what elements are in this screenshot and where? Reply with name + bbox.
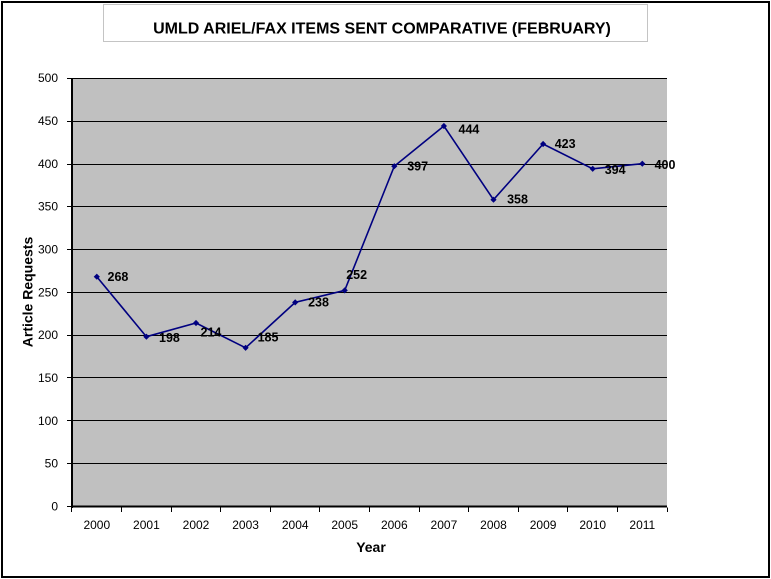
svg-text:198: 198 [159,331,180,345]
svg-text:400: 400 [655,158,676,172]
svg-text:UMLD ARIEL/FAX ITEMS SENT COMP: UMLD ARIEL/FAX ITEMS SENT COMPARATIVE (F… [153,21,611,38]
svg-text:2003: 2003 [232,518,259,532]
svg-text:2008: 2008 [480,518,507,532]
svg-text:238: 238 [308,296,329,310]
svg-text:2010: 2010 [579,518,606,532]
svg-text:2009: 2009 [530,518,557,532]
svg-text:397: 397 [407,160,428,174]
svg-text:50: 50 [45,457,59,471]
svg-text:2001: 2001 [133,518,160,532]
svg-text:214: 214 [201,326,222,340]
svg-text:300: 300 [38,243,58,257]
svg-text:2006: 2006 [381,518,408,532]
svg-text:150: 150 [38,371,58,385]
svg-text:268: 268 [108,270,129,284]
svg-text:0: 0 [51,500,58,514]
svg-text:2000: 2000 [83,518,110,532]
svg-text:350: 350 [38,200,58,214]
svg-text:185: 185 [258,330,279,344]
svg-text:2011: 2011 [629,518,655,532]
svg-text:2002: 2002 [183,518,210,532]
svg-text:423: 423 [555,137,576,151]
svg-text:2007: 2007 [431,518,458,532]
svg-text:2005: 2005 [331,518,358,532]
svg-text:2004: 2004 [282,518,309,532]
svg-text:252: 252 [346,268,367,282]
svg-text:100: 100 [38,414,58,428]
svg-text:Year: Year [356,539,386,555]
svg-text:500: 500 [38,71,58,85]
svg-text:394: 394 [605,163,626,177]
svg-text:450: 450 [38,114,58,128]
svg-text:400: 400 [38,157,58,171]
svg-text:444: 444 [459,123,480,137]
svg-text:358: 358 [507,192,528,206]
svg-text:250: 250 [38,285,58,299]
svg-text:Article Requests: Article Requests [20,237,36,348]
svg-text:200: 200 [38,328,58,342]
